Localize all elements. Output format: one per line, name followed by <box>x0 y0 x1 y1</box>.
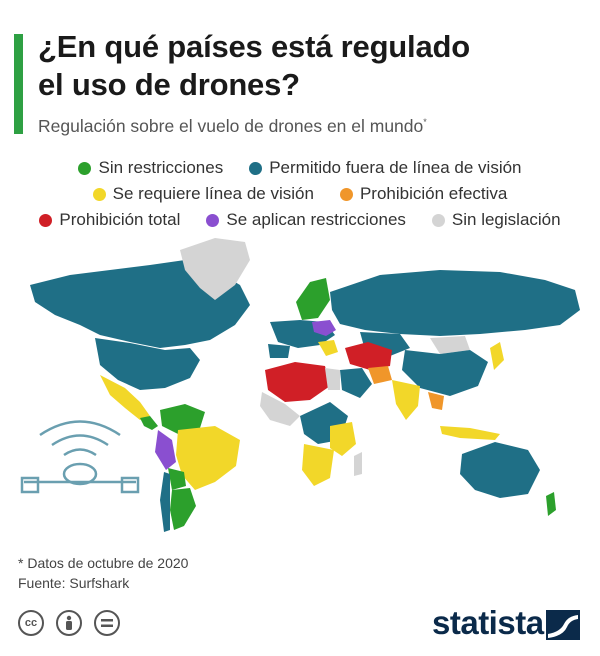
drone-rotor-left <box>20 476 40 494</box>
west-africa-region <box>260 392 300 426</box>
legend-dot <box>206 213 220 227</box>
legend-item-linea-de-vision: Se requiere línea de visión <box>92 184 314 204</box>
africa <box>260 362 362 486</box>
legend-item-prohibicion-total: Prohibición total <box>39 210 180 230</box>
greenland-region <box>180 238 250 300</box>
person-glyph <box>66 615 72 630</box>
usa-region <box>95 338 200 390</box>
madagascar-region <box>354 452 362 476</box>
saudi-region <box>340 368 372 398</box>
legend-label: Prohibición efectiva <box>359 184 508 203</box>
legend: Sin restricciones Permitido fuera de lín… <box>0 155 600 233</box>
nd-icon[interactable] <box>94 610 120 636</box>
south-africa-region <box>302 444 334 486</box>
south-america <box>155 404 240 532</box>
east-africa-region <box>330 422 356 456</box>
north-america <box>30 238 250 430</box>
legend-dot <box>92 187 106 201</box>
legend-item-sin-restricciones: Sin restricciones <box>78 158 223 178</box>
argentina-region <box>170 488 196 530</box>
mongolia-region <box>430 336 470 354</box>
mexico-region <box>100 375 150 420</box>
title-line-2: el uso de drones? <box>38 67 300 102</box>
page-title: ¿En qué países está regulado el uso de d… <box>38 28 578 104</box>
indonesia-region <box>440 426 500 440</box>
legend-label: Permitido fuera de línea de visión <box>269 158 522 177</box>
legend-label: Sin restricciones <box>98 158 224 177</box>
legend-label: Prohibición total <box>59 210 181 229</box>
bolivia-region <box>168 468 186 490</box>
india-region <box>392 380 420 420</box>
japan-region <box>490 342 504 370</box>
legend-item-permitido-fuera: Permitido fuera de línea de visión <box>249 158 522 178</box>
equals-glyph <box>101 619 113 627</box>
legend-dot <box>249 161 263 175</box>
egypt-region <box>325 368 340 390</box>
title-line-1: ¿En qué países está regulado <box>38 29 470 64</box>
subtitle: Regulación sobre el vuelo de drones en e… <box>38 116 427 137</box>
legend-label: Sin legislación <box>451 210 561 229</box>
legend-row-2: Se requiere línea de visión Prohibición … <box>0 181 600 207</box>
oceania <box>460 442 556 516</box>
legend-label: Se requiere línea de visión <box>112 184 314 203</box>
legend-item-restricciones: Se aplican restricciones <box>206 210 406 230</box>
iberia-region <box>268 344 290 358</box>
australia-region <box>460 442 540 498</box>
north-africa-region <box>265 362 330 402</box>
signal-wave-outer <box>39 420 121 437</box>
colombia-venezuela-region <box>160 404 205 434</box>
signal-wave-middle <box>51 434 109 447</box>
central-america-region <box>140 416 158 430</box>
central-europe-region <box>312 320 336 336</box>
middle-east-region <box>345 342 392 370</box>
balkans-region <box>318 340 338 356</box>
europe <box>268 278 338 358</box>
notes: * Datos de octubre de 2020 Fuente: Surfs… <box>18 553 188 593</box>
subtitle-asterisk: * <box>423 117 427 128</box>
legend-dot <box>431 213 445 227</box>
statista-logo-text[interactable]: statista <box>432 604 544 641</box>
legend-item-prohibicion-efectiva: Prohibición efectiva <box>339 184 508 204</box>
new-zealand-region <box>546 492 556 516</box>
legend-dot <box>339 187 353 201</box>
footnote: * Datos de octubre de 2020 <box>18 555 189 571</box>
drone-rotor-right <box>120 476 140 494</box>
russia-asia <box>330 270 580 440</box>
by-icon[interactable] <box>56 610 82 636</box>
iran-region <box>368 366 392 384</box>
subtitle-text: Regulación sobre el vuelo de drones en e… <box>38 116 424 136</box>
statista-logo-icon <box>546 610 580 640</box>
signal-wave-inner <box>63 448 97 457</box>
peru-region <box>155 430 176 470</box>
russia-region <box>330 270 580 336</box>
drone-dome <box>62 462 98 486</box>
legend-dot <box>78 161 92 175</box>
brazil-region <box>176 426 240 490</box>
legend-row-3: Prohibición total Se aplican restriccion… <box>0 207 600 233</box>
cc-icon[interactable]: cc <box>18 610 44 636</box>
china-region <box>402 350 488 396</box>
title-accent-bar <box>14 34 23 134</box>
chile-region <box>160 472 170 532</box>
legend-label: Se aplican restricciones <box>226 210 406 229</box>
footer: cc statista <box>0 604 600 644</box>
cc-icon-text: cc <box>24 617 38 629</box>
scandinavia-region <box>296 278 330 320</box>
southeast-asia-region <box>428 392 444 410</box>
world-map <box>20 238 580 532</box>
legend-row-1: Sin restricciones Permitido fuera de lín… <box>0 155 600 181</box>
legend-item-sin-legislacion: Sin legislación <box>431 210 561 230</box>
drone-illustration-icon <box>20 420 140 494</box>
legend-dot <box>39 213 53 227</box>
source-text: Fuente: Surfshark <box>18 575 130 591</box>
